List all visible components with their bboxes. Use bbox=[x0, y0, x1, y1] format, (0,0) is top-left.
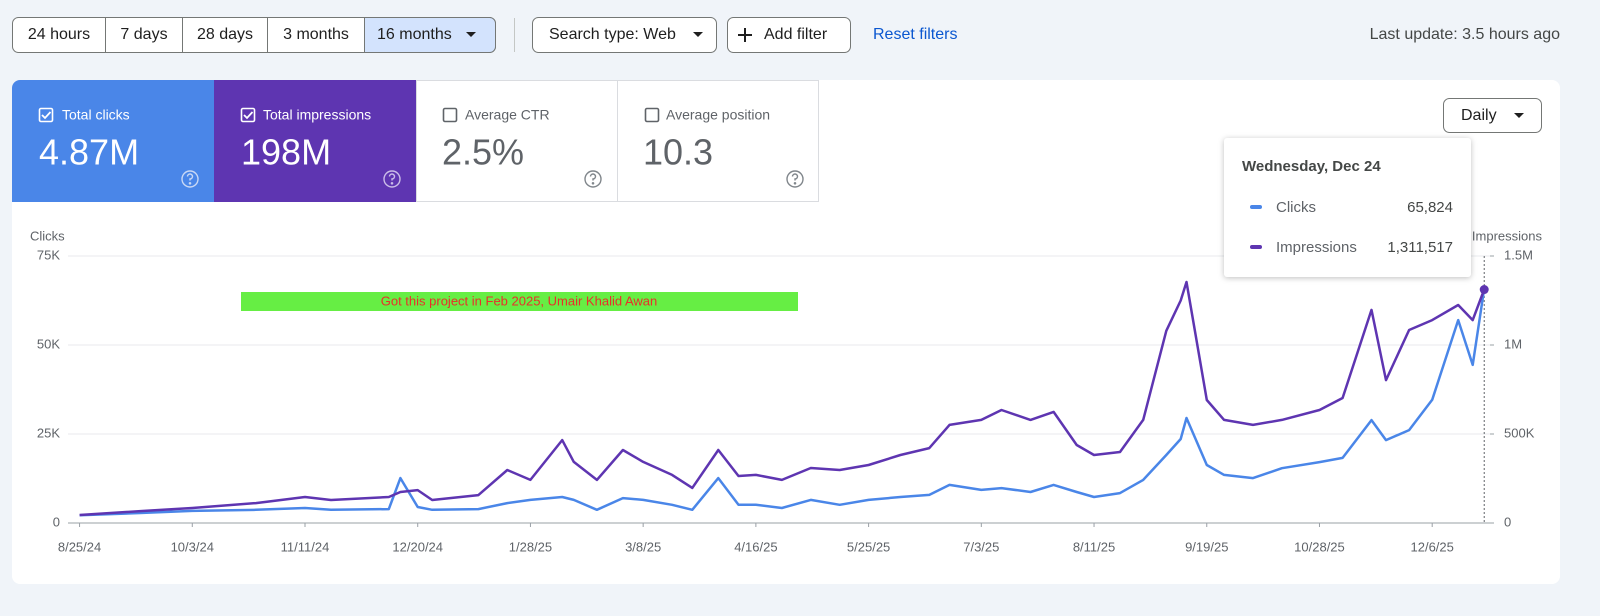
checkbox-unchecked[interactable] bbox=[644, 107, 660, 123]
y-tick-label: 75K bbox=[37, 247, 60, 262]
tooltip-title: Wednesday, Dec 24 bbox=[1242, 158, 1381, 175]
y-axis-title: Clicks bbox=[30, 228, 65, 243]
granularity-dropdown[interactable] bbox=[1443, 98, 1542, 133]
series-line bbox=[79, 280, 1486, 517]
dropdown-arrow bbox=[466, 32, 476, 37]
range-button[interactable]: 24 hours bbox=[28, 26, 90, 43]
granularity-label[interactable]: Daily bbox=[1461, 107, 1497, 124]
metric-tile-ctr[interactable] bbox=[416, 80, 618, 202]
search-type-button[interactable] bbox=[532, 17, 717, 53]
y2-tick-label: 1M bbox=[1504, 336, 1522, 351]
y2-tick-label: 0 bbox=[1504, 514, 1511, 529]
tooltip-box bbox=[1224, 138, 1471, 277]
checkbox-checked[interactable] bbox=[240, 107, 256, 123]
x-tick-label: 12/6/25 bbox=[1411, 539, 1454, 554]
dropdown-arrow bbox=[1514, 113, 1524, 118]
tooltip-series-name: Clicks bbox=[1276, 199, 1316, 216]
range-button[interactable]: 3 months bbox=[283, 26, 349, 43]
search-type-label[interactable]: Search type: Web bbox=[549, 26, 676, 43]
help-icons bbox=[181, 170, 804, 188]
x-tick-label: 4/16/25 bbox=[734, 539, 777, 554]
tooltip-swatch bbox=[1250, 245, 1262, 249]
metric-value: 4.87M bbox=[39, 132, 139, 173]
y-tick-label: 50K bbox=[37, 336, 60, 351]
tooltip: Wednesday, Dec 24 Clicks 65,824 Impressi… bbox=[1224, 138, 1471, 277]
y-tick-label: 25K bbox=[37, 425, 60, 440]
metric-label: Average position bbox=[666, 107, 770, 123]
metric-label: Total impressions bbox=[263, 107, 371, 123]
add-filter-button[interactable] bbox=[727, 17, 851, 53]
metric-label: Total clicks bbox=[62, 107, 130, 123]
checkbox-checked[interactable] bbox=[38, 107, 54, 123]
performance-card bbox=[12, 80, 1560, 584]
tooltip-value: 65,824 bbox=[1407, 199, 1453, 216]
range-button[interactable]: 7 days bbox=[120, 26, 167, 43]
plus-icon bbox=[738, 28, 752, 42]
tooltip-series-name: Impressions bbox=[1276, 239, 1357, 256]
x-tick-label: 12/20/24 bbox=[392, 539, 443, 554]
y2-tick-label: 1.5M bbox=[1504, 247, 1533, 262]
x-tick-label: 7/3/25 bbox=[963, 539, 999, 554]
x-tick-label: 3/8/25 bbox=[625, 539, 661, 554]
y-tick-label: 0 bbox=[53, 514, 60, 529]
metric-tile-clicks[interactable] bbox=[12, 80, 214, 202]
x-tick-label: 11/11/24 bbox=[281, 539, 330, 554]
x-tick-label: 10/28/25 bbox=[1294, 539, 1345, 554]
metric-value: 198M bbox=[241, 132, 331, 173]
reset-filters-link[interactable]: Reset filters bbox=[873, 26, 957, 43]
metric-value: 10.3 bbox=[643, 132, 713, 173]
last-update: Last update: 3.5 hours ago bbox=[1370, 26, 1560, 43]
metric-tile-impressions[interactable] bbox=[214, 80, 416, 202]
check-mark bbox=[243, 111, 254, 120]
annotation: Got this project in Feb 2025, Umair Khal… bbox=[381, 293, 658, 308]
metric-label: Average CTR bbox=[465, 107, 550, 123]
help-icon[interactable] bbox=[181, 170, 199, 188]
x-tick-label: 5/25/25 bbox=[847, 539, 890, 554]
annotation-box bbox=[241, 292, 798, 311]
help-icon[interactable] bbox=[584, 170, 602, 188]
date-range-group: 24 hours 7 days 28 days 3 months 16 mont… bbox=[12, 17, 496, 53]
hover-point bbox=[1479, 285, 1489, 295]
x-tick-label: 1/28/25 bbox=[509, 539, 552, 554]
series-line bbox=[79, 288, 1486, 517]
range-button[interactable]: 28 days bbox=[197, 26, 253, 43]
x-tick-label: 8/11/25 bbox=[1073, 539, 1115, 554]
metric-value: 2.5% bbox=[442, 132, 524, 173]
tooltip-value: 1,311,517 bbox=[1387, 239, 1453, 256]
range-selected-bg bbox=[364, 17, 496, 53]
help-icon[interactable] bbox=[383, 170, 401, 188]
add-filter-label[interactable]: Add filter bbox=[764, 26, 828, 43]
x-tick-label: 8/25/24 bbox=[58, 539, 101, 554]
x-tick-label: 10/3/24 bbox=[171, 539, 214, 554]
checkbox-unchecked[interactable] bbox=[442, 107, 458, 123]
y2-tick-label: 500K bbox=[1504, 425, 1535, 440]
check-mark bbox=[41, 111, 52, 120]
help-icon[interactable] bbox=[786, 170, 804, 188]
y2-axis-title: Impressions bbox=[1472, 228, 1543, 243]
metric-tile-position[interactable] bbox=[617, 80, 819, 202]
range-button-selected[interactable]: 16 months bbox=[377, 26, 452, 43]
dropdown-arrow bbox=[693, 32, 703, 37]
x-tick-label: 9/19/25 bbox=[1185, 539, 1228, 554]
tooltip-swatch bbox=[1250, 205, 1262, 209]
